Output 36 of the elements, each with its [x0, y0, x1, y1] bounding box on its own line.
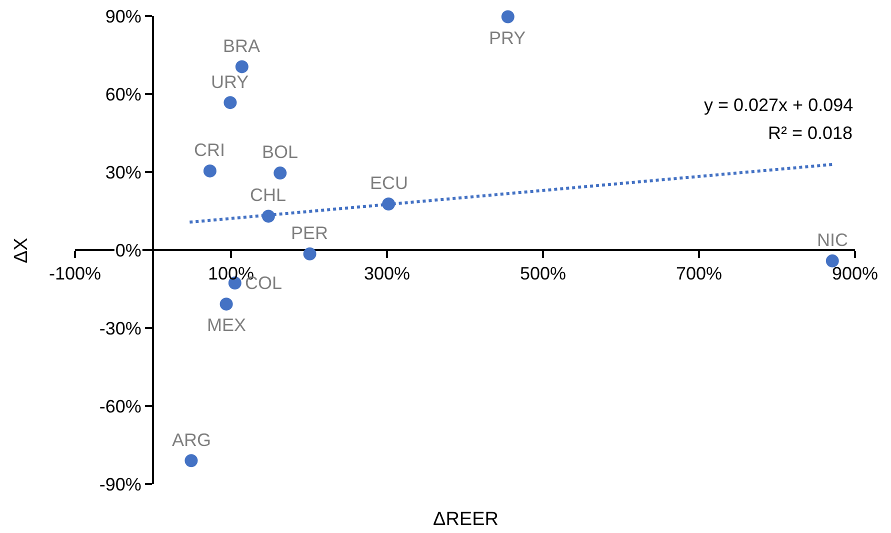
y-tick-label: 90%	[105, 6, 142, 26]
annotation: BOL	[262, 142, 298, 162]
point	[203, 164, 216, 178]
annotation: MEX	[207, 315, 246, 335]
annotation: BRA	[223, 36, 260, 56]
y-axis-title: ΔX	[11, 238, 32, 264]
point	[224, 96, 237, 110]
point	[184, 454, 198, 468]
y-tick-label: 0%	[115, 240, 142, 260]
annotation: ARG	[172, 430, 212, 450]
point	[220, 298, 233, 311]
annotation: NIC	[817, 230, 848, 250]
y-tick-label: -60%	[99, 396, 142, 416]
point	[501, 10, 514, 24]
annotation: ECU	[370, 173, 408, 193]
point	[826, 254, 839, 268]
y-tick-label: -90%	[99, 474, 142, 494]
annotation: URY	[211, 72, 249, 92]
annotation: R² = 0.018	[768, 123, 853, 143]
x-tick-label: 500%	[520, 264, 566, 284]
x-axis-title: ΔREER	[433, 509, 498, 530]
x-tick-label: 700%	[676, 264, 722, 284]
point	[303, 247, 316, 260]
x-tick-label: 300%	[364, 264, 410, 284]
y-tick-label: 60%	[105, 84, 142, 104]
x-tick-label: -100%	[48, 264, 102, 284]
point	[235, 60, 248, 74]
annotation: CHL	[250, 185, 286, 205]
y-tick-label: -30%	[99, 318, 142, 338]
annotation: PER	[291, 223, 328, 243]
y-tick-label: 30%	[105, 162, 142, 182]
annotation: y = 0.027x + 0.094	[704, 95, 854, 115]
annotation: PRY	[489, 28, 526, 48]
annotation: CRI	[194, 140, 225, 160]
point	[274, 166, 287, 180]
x-tick-label: 900%	[832, 264, 878, 284]
